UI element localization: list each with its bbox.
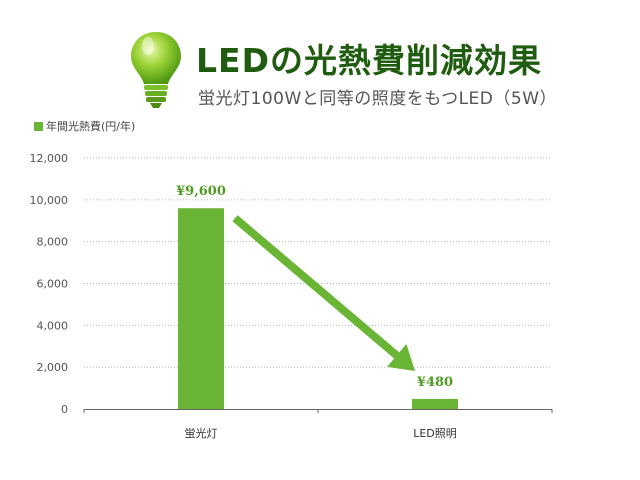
y-tick-label: 6,000 — [37, 278, 69, 291]
chart-grid — [83, 157, 553, 413]
decrease-arrow — [232, 215, 415, 371]
y-tick-label: 4,000 — [37, 319, 69, 332]
y-tick-label: 10,000 — [30, 194, 69, 207]
y-tick-label: 12,000 — [30, 152, 69, 165]
bar — [412, 398, 458, 409]
y-tick-label: 0 — [61, 403, 68, 416]
bar — [178, 208, 224, 409]
y-axis-ticks: 0 2,000 4,000 6,000 8,000 10,000 12,000 — [30, 152, 69, 416]
arrow-shaft — [232, 215, 400, 359]
chart-bars — [178, 208, 458, 409]
data-label: ¥9,600 — [176, 184, 226, 199]
legend-swatch — [34, 121, 43, 131]
chart-legend: 年間光熱費(円/年) — [34, 118, 135, 134]
x-axis-categories: 蛍光灯 LED照明 — [185, 426, 457, 440]
legend-label: 年間光熱費(円/年) — [46, 120, 136, 133]
y-tick-label: 8,000 — [37, 236, 69, 249]
page-title: LEDの光熱費削減効果 — [196, 41, 542, 80]
category-label: LED照明 — [413, 427, 457, 440]
data-labels: ¥9,600 ¥480 — [176, 184, 453, 390]
category-label: 蛍光灯 — [185, 426, 218, 440]
data-label: ¥480 — [417, 375, 453, 390]
y-tick-label: 2,000 — [37, 361, 69, 374]
light-bulb-icon — [131, 32, 181, 108]
page-subtitle: 蛍光灯100Wと同等の照度をもつLED（5W） — [198, 89, 558, 109]
arrow-head — [386, 343, 415, 371]
